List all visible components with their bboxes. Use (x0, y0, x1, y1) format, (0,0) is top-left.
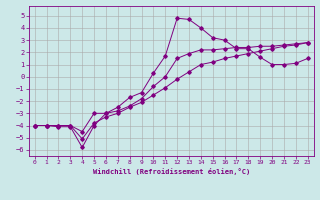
X-axis label: Windchill (Refroidissement éolien,°C): Windchill (Refroidissement éolien,°C) (92, 168, 250, 175)
